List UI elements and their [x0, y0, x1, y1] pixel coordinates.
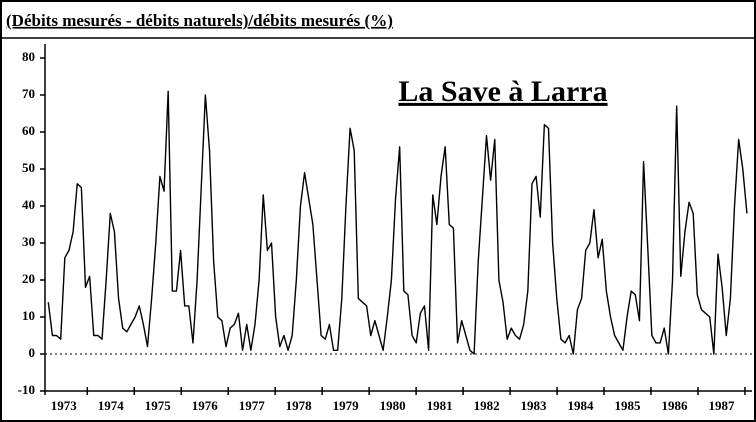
- x-tick-label: 1979: [333, 398, 360, 413]
- x-tick-label: 1984: [568, 398, 595, 413]
- x-tick-label: 1983: [521, 398, 548, 413]
- data-line: [47, 90, 748, 355]
- y-tick-label: 10: [22, 308, 35, 323]
- x-tick-label: 1976: [192, 398, 219, 413]
- y-tick-label: 40: [22, 197, 35, 212]
- annotation: La Save à Larra: [398, 75, 607, 108]
- y-tick-label: -10: [18, 382, 35, 397]
- chart-title: (Débits mesurés - débits naturels)/débit…: [6, 11, 393, 30]
- y-tick-label: 0: [29, 345, 36, 360]
- x-tick-label: 1978: [286, 398, 313, 413]
- x-tick-label: 1977: [239, 398, 266, 413]
- x-tick-label: 1985: [615, 398, 642, 413]
- y-tick-label: 30: [22, 234, 35, 249]
- x-tick-label: 1981: [427, 398, 453, 413]
- y-tick-label: 80: [22, 49, 35, 64]
- y-tick-label: 20: [22, 271, 35, 286]
- x-tick-label: 1975: [145, 398, 172, 413]
- x-tick-label: 1982: [474, 398, 500, 413]
- x-tick-label: 1974: [98, 398, 125, 413]
- x-tick-label: 1986: [661, 398, 688, 413]
- x-tick-label: 1987: [708, 398, 735, 413]
- y-tick-label: 70: [22, 86, 35, 101]
- x-tick-label: 1973: [51, 398, 78, 413]
- y-tick-label: 60: [22, 123, 35, 138]
- x-tick-label: 1980: [380, 398, 406, 413]
- y-tick-label: 50: [22, 160, 35, 175]
